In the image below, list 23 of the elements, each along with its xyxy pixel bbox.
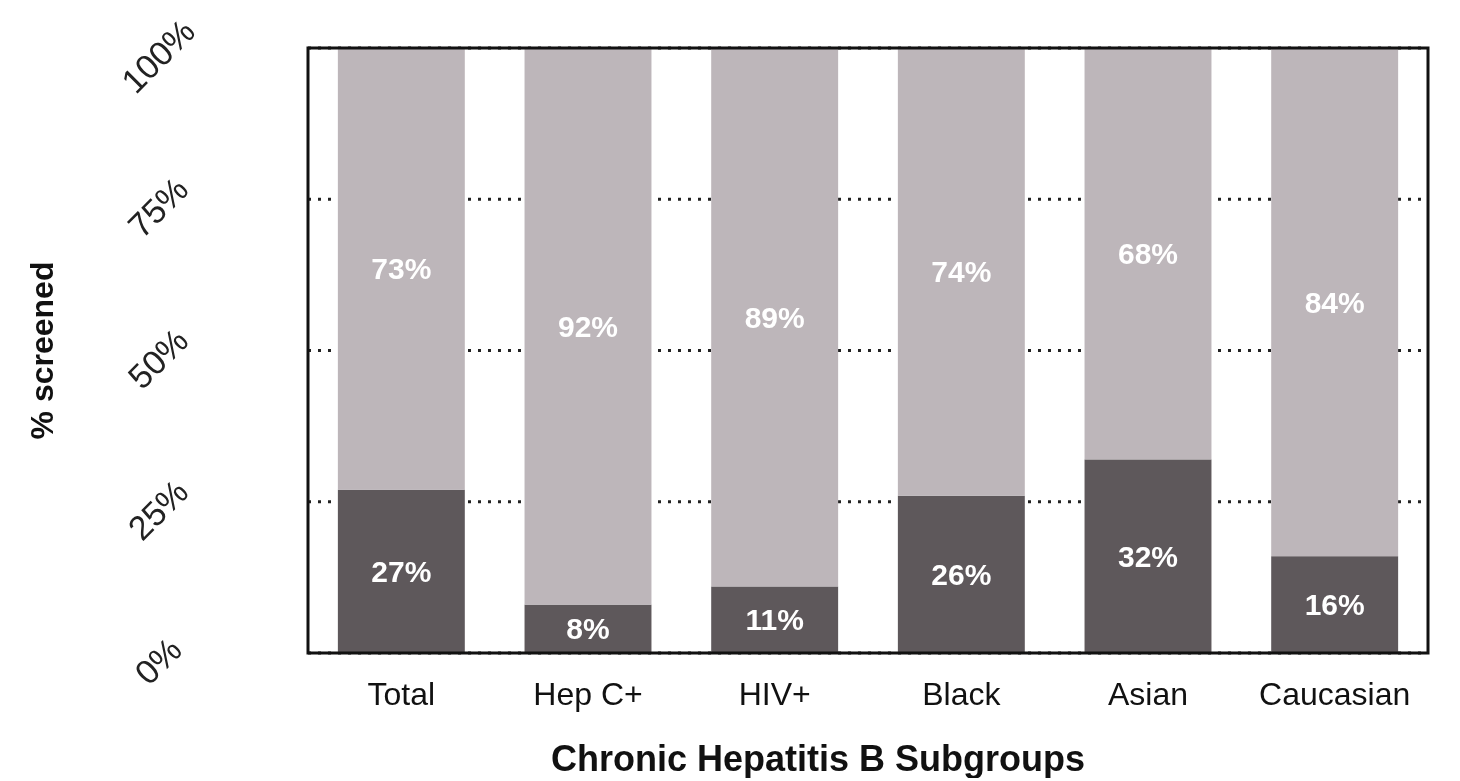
x-tick-label: Hep C+ bbox=[533, 676, 643, 712]
data-label: 74% bbox=[931, 255, 992, 289]
data-label: 27% bbox=[371, 554, 432, 588]
data-label: 92% bbox=[557, 309, 619, 343]
x-tick-label: HIV+ bbox=[738, 676, 811, 712]
x-tick-label: Black bbox=[922, 676, 1002, 712]
y-axis-title: % screened bbox=[24, 261, 60, 440]
x-axis-title: Chronic Hepatitis B Subgroups bbox=[550, 738, 1086, 779]
x-tick-label: Asian bbox=[1107, 676, 1189, 712]
y-tick-label: 0% bbox=[127, 630, 189, 692]
data-label: 89% bbox=[744, 300, 805, 334]
x-tick-label: Caucasian bbox=[1259, 676, 1411, 712]
x-tick-label: Total bbox=[367, 676, 436, 712]
data-label: 73% bbox=[371, 252, 432, 286]
y-tick-label: 50% bbox=[120, 320, 196, 396]
data-label: 68% bbox=[1117, 237, 1179, 271]
y-tick-label: 75% bbox=[120, 169, 196, 245]
data-label: 8% bbox=[566, 612, 610, 646]
data-label: 16% bbox=[1304, 588, 1365, 622]
data-label: 32% bbox=[1117, 539, 1179, 573]
data-label: 11% bbox=[745, 603, 804, 637]
data-label: 26% bbox=[931, 557, 992, 591]
data-label: 84% bbox=[1304, 285, 1365, 319]
